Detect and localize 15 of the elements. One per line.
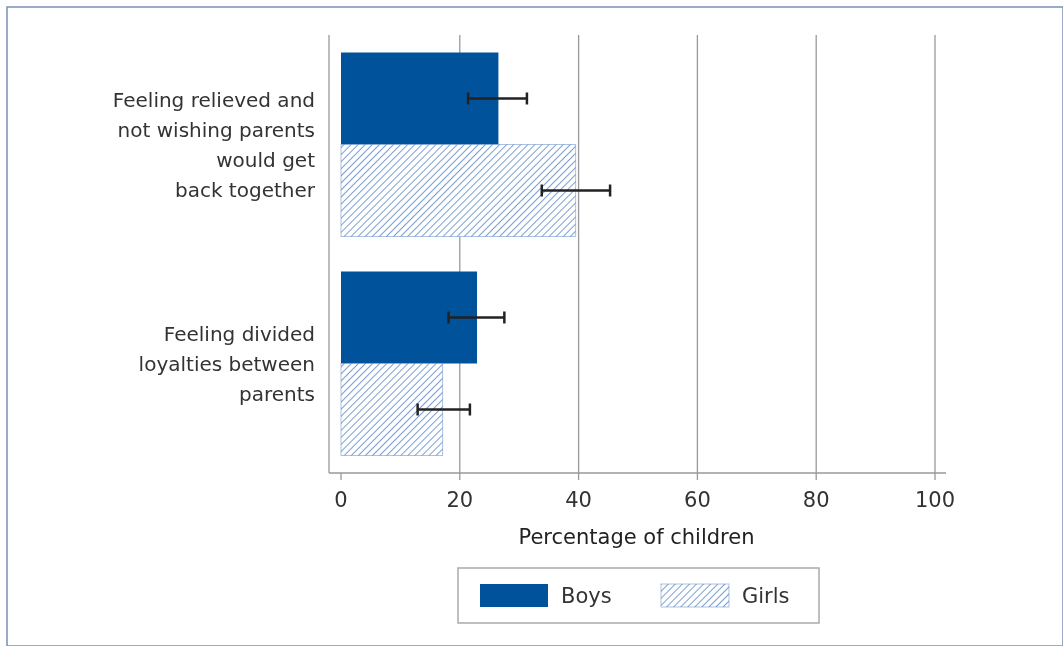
x-tick-label: 60	[684, 488, 711, 512]
x-tick-label: 20	[446, 488, 474, 512]
bar	[341, 52, 499, 145]
bar	[340, 363, 444, 456]
y-tick-label: Feeling divided loyalties between parents	[138, 321, 315, 406]
legend-label: Boys	[561, 584, 612, 608]
legend-label: Girls	[742, 584, 790, 608]
x-tick-label: 80	[802, 488, 830, 512]
x-tick-label: 0	[334, 488, 348, 512]
x-tick-label: 40	[565, 488, 592, 512]
x-axis-title: Percentage of children	[518, 525, 755, 549]
x-tick-label: 100	[914, 488, 956, 512]
bar	[340, 144, 577, 237]
y-tick-label: Feeling relieved and not wishing parents would get back together	[112, 87, 316, 202]
bar	[341, 271, 478, 364]
